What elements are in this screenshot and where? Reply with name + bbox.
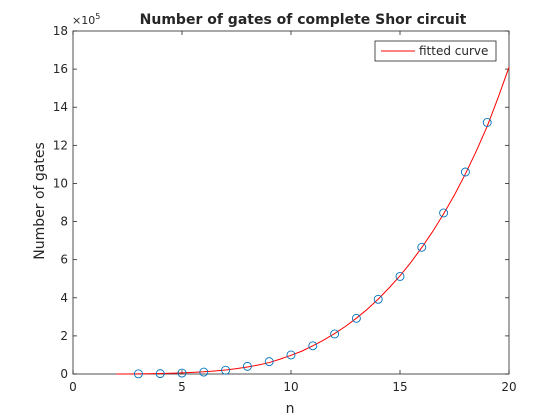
data-point-marker	[439, 208, 449, 218]
y-tick-label: 12	[53, 138, 68, 152]
data-point-marker	[242, 361, 252, 371]
y-axis-exponent: ×105	[72, 12, 100, 27]
y-tick-label: 4	[60, 291, 68, 305]
data-point-marker	[395, 271, 405, 281]
y-exponent-power: 5	[95, 12, 100, 21]
y-tick-label: 14	[53, 100, 68, 114]
x-tick-label: 10	[283, 380, 298, 394]
x-tick-label: 15	[392, 380, 407, 394]
data-point-marker	[177, 368, 187, 378]
x-axis-label: n	[286, 401, 295, 417]
data-point-marker	[286, 350, 296, 360]
y-exponent-base: ×10	[72, 14, 95, 27]
y-tick-label: 10	[53, 176, 68, 190]
data-point-marker	[221, 365, 231, 375]
data-point-marker	[417, 242, 427, 252]
data-point-marker	[199, 367, 209, 377]
data-point-marker	[308, 341, 318, 351]
x-tick-label: 0	[69, 380, 77, 394]
plot-area	[73, 31, 509, 374]
data-point-marker	[373, 294, 383, 304]
y-tick-label: 0	[60, 367, 68, 381]
y-tick-label: 6	[60, 253, 68, 267]
data-point-marker	[460, 167, 470, 177]
data-point-marker	[351, 313, 361, 323]
legend-box	[374, 40, 497, 62]
legend: fitted curve	[374, 40, 497, 62]
y-tick-label: 8	[60, 215, 68, 229]
y-tick-label: 18	[53, 24, 68, 38]
data-point-marker	[482, 118, 492, 127]
data-point-marker	[155, 369, 165, 379]
data-point-marker	[330, 329, 340, 339]
chart-title: Number of gates of complete Shor circuit	[140, 12, 467, 28]
y-axis-label: Number of gates	[32, 142, 48, 260]
data-point-marker	[133, 369, 143, 379]
legend-label: fitted curve	[419, 44, 488, 58]
y-tick-label: 16	[53, 62, 68, 76]
x-tick-label: 5	[178, 380, 186, 394]
x-tick-label: 20	[501, 380, 516, 394]
data-point-marker	[264, 357, 274, 367]
y-tick-label: 2	[60, 329, 68, 343]
fitted-curve-line	[116, 67, 510, 375]
